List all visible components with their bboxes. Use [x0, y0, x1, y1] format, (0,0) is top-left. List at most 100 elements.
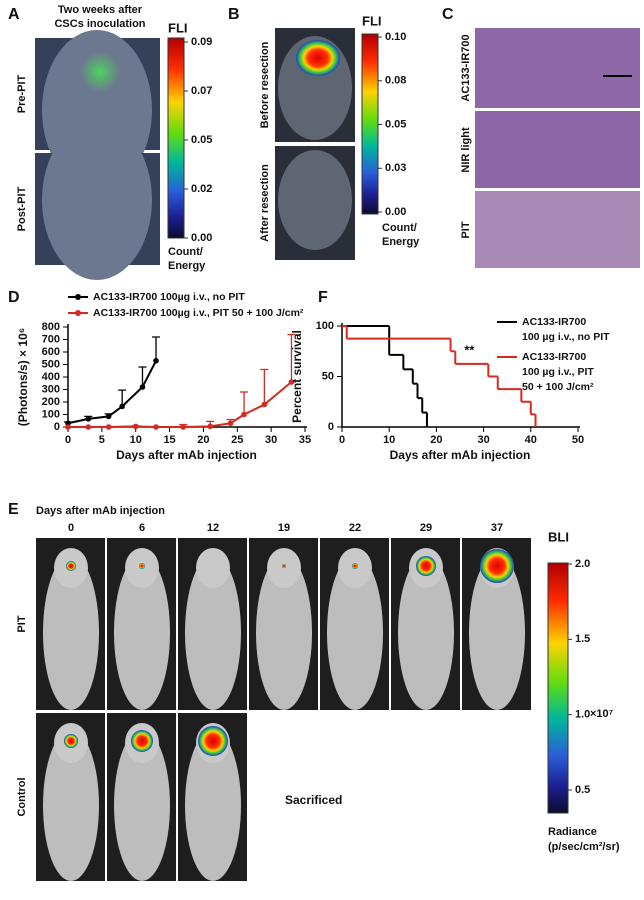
panel-label: D: [8, 289, 20, 306]
panel-label: B: [228, 6, 240, 23]
row-label: PIT: [460, 221, 472, 238]
legend-label: 100 µg i.v., no PIT: [522, 331, 610, 343]
colorbar-tick-label: 1.5: [575, 633, 590, 645]
error-bar: [260, 368, 269, 405]
colorbar-unit: Count/: [382, 222, 417, 234]
colorbar-tick-label: 0.00: [385, 206, 406, 218]
day-label: 0: [68, 522, 74, 534]
point: [288, 379, 295, 385]
y-tick-label: 500: [42, 358, 60, 370]
mouse: [327, 555, 383, 710]
error-bar: [138, 366, 147, 387]
x-tick-label: 30: [265, 434, 277, 446]
y-tick-label: 700: [42, 333, 60, 345]
point: [241, 411, 247, 418]
x-tick-label: 30: [477, 434, 489, 446]
signal: [416, 556, 436, 576]
y-tick-label: 0: [54, 421, 60, 433]
signal: [480, 549, 514, 583]
y-axis-label: (Photons/s) × 10⁶: [16, 328, 30, 427]
x-tick-label: 10: [383, 434, 395, 446]
row-label: Control: [16, 777, 28, 816]
signal: [282, 564, 286, 568]
series-line: [67, 360, 157, 425]
point: [153, 357, 159, 364]
legend-label: 100 µg i.v., PIT: [522, 366, 594, 378]
colorbar-unit: Count/: [168, 246, 203, 258]
row-label: Before resection: [259, 41, 271, 128]
note: Sacrificed: [285, 793, 342, 807]
mouse: [185, 729, 241, 882]
x-tick-label: 0: [339, 434, 345, 446]
annotation: **: [464, 343, 475, 358]
point: [105, 424, 112, 430]
row-label: AC133-IR700: [460, 34, 472, 101]
colorbar-tick-label: 0.05: [385, 118, 406, 130]
x-axis-label: Days after mAb injection: [390, 448, 531, 462]
signal: [66, 561, 76, 571]
images-b: [275, 28, 355, 260]
colorbar-tick-label: 2.0: [575, 558, 590, 570]
colorbar-tick-label: 0.03: [385, 162, 406, 174]
colorbar-tick-label: 0.05: [191, 134, 212, 146]
colorbar-tick-label: 1.0: [575, 709, 590, 721]
colorbar-unit: (p/sec/cm²/sr): [548, 841, 620, 853]
x-tick-label: 15: [163, 434, 175, 446]
legend-marker: [75, 294, 81, 300]
mouse: [398, 555, 454, 710]
colorbar-unit: Radiance: [548, 826, 597, 838]
title: Days after mAb injection: [36, 505, 165, 517]
point: [153, 424, 159, 430]
colorbar-unit: Energy: [168, 260, 206, 272]
y-tick-label: 300: [42, 383, 60, 395]
signal: [64, 734, 78, 748]
y-tick-label: 800: [42, 321, 60, 333]
point: [85, 416, 92, 422]
mouse: [43, 729, 99, 882]
day-label: 6: [139, 522, 145, 534]
mouse: [469, 555, 525, 710]
x-tick-label: 50: [572, 434, 584, 446]
legend-label: 50 + 100 J/cm²: [522, 381, 594, 393]
y-tick-label: 50: [322, 370, 334, 382]
colorbar-tick-label: 0.5: [575, 784, 590, 796]
colorbar-tick-label: 0.07: [191, 85, 212, 97]
colorbar-tick-label: 0.09: [191, 36, 212, 48]
point: [85, 424, 92, 430]
panel-label: F: [318, 289, 328, 306]
panel-label: E: [8, 501, 19, 518]
legend-label: AC133-IR700: [522, 316, 586, 328]
mouse: [185, 555, 241, 710]
colorbar: [167, 37, 185, 239]
point: [180, 424, 186, 430]
mouse: [114, 729, 170, 882]
x-tick-label: 20: [430, 434, 442, 446]
legend-label: AC133-IR700 100µg i.v., no PIT: [93, 291, 245, 303]
row-label: After resection: [259, 164, 271, 242]
legend-label: AC133-IR700: [522, 351, 586, 363]
error-bar: [240, 391, 249, 415]
colorbar-title: FLI: [168, 20, 188, 35]
point: [261, 401, 268, 408]
day-label: 37: [491, 522, 503, 534]
point: [227, 420, 234, 427]
day-label: 12: [207, 522, 219, 534]
colorbar-tick-label: 0.02: [191, 183, 212, 195]
title: CSCs inoculation: [54, 18, 145, 30]
images-c: [475, 28, 640, 268]
x-tick-label: 0: [65, 434, 71, 446]
y-tick-label: 100: [316, 320, 334, 332]
colorbar-title: FLI: [362, 13, 382, 28]
colorbar-tick-label: 0.00: [191, 232, 212, 244]
title: Two weeks after: [58, 4, 143, 16]
point: [139, 384, 146, 390]
signal: [139, 563, 145, 569]
series-line: [68, 381, 293, 428]
point: [132, 423, 139, 430]
y-axis-label: Percent survival: [290, 330, 304, 423]
colorbar-tick-label: 0.08: [385, 75, 406, 87]
day-label: 22: [349, 522, 361, 534]
colorbar-unit: Energy: [382, 236, 420, 248]
colorbar-tick-label: 0.10: [385, 31, 406, 43]
